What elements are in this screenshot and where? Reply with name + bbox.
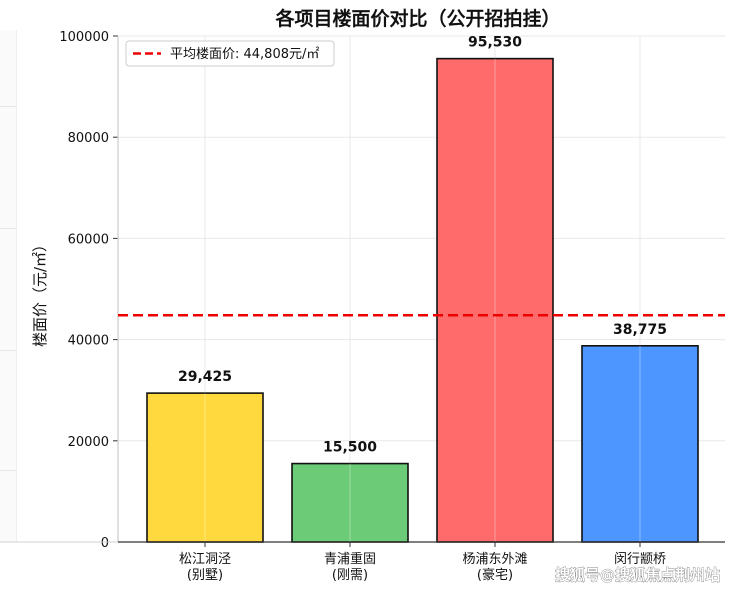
y-tick-label: 0 <box>101 536 109 551</box>
bar <box>291 462 409 543</box>
y-tick-label: 60000 <box>68 232 109 247</box>
x-tick-label: 闵行颛桥 <box>614 552 666 567</box>
bar-value-label: 15,500 <box>323 440 377 456</box>
watermark: 搜狐号@搜狐焦点荆州站 <box>555 566 720 584</box>
bar <box>581 344 699 543</box>
plot-area: 0 20000 40000 60000 80000 100000 29,425 松江洞泾(别墅… <box>0 30 725 583</box>
bar <box>146 392 264 543</box>
y-tick-label: 40000 <box>68 334 109 349</box>
x-tick-label: 青浦重固 <box>324 551 376 567</box>
bar <box>436 57 554 543</box>
legend-label: 平均楼面价: 44,808元/㎡ <box>170 47 319 62</box>
legend: 平均楼面价: 44,808元/㎡ <box>125 40 335 67</box>
strip-divider <box>0 350 16 351</box>
y-tick-label: 80000 <box>68 131 109 146</box>
x-tick-label: 松江洞泾 <box>179 552 231 567</box>
x-tick-label: 杨浦东外滩 <box>462 552 527 567</box>
x-tick-label: (别墅) <box>187 568 223 583</box>
y-tick-label: 20000 <box>68 435 109 450</box>
strip-divider <box>0 106 16 107</box>
bar-value-label: 95,530 <box>468 35 522 51</box>
y-tick-label: 100000 <box>59 30 109 45</box>
left-panel-strip <box>0 30 17 542</box>
y-axis-label: 楼面价（元/㎡） <box>31 237 49 347</box>
bar-value-label: 29,425 <box>178 369 232 385</box>
x-tick-label: (刚需) <box>332 568 368 583</box>
x-tick-label: (豪宅) <box>477 567 513 583</box>
strip-divider <box>0 470 16 471</box>
chart-title: 各项目楼面价对比（公开招拍挂） <box>274 7 560 30</box>
bar-value-label: 38,775 <box>613 322 667 338</box>
legend-box <box>125 40 335 67</box>
strip-divider <box>0 228 16 229</box>
